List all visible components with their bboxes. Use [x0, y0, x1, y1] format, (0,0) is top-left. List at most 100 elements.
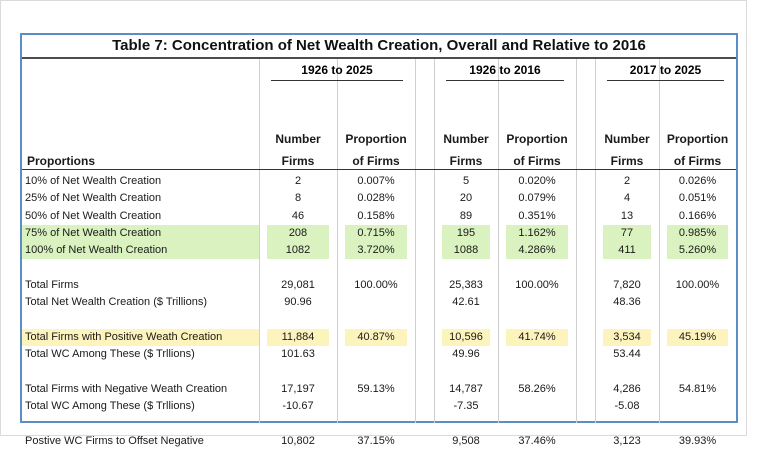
column-divider — [576, 59, 577, 423]
table-cell: 0.028% — [357, 192, 395, 205]
cell-highlight — [345, 242, 407, 260]
header-of-firms: of Firms — [352, 154, 400, 168]
table-cell: 8 — [294, 192, 302, 205]
table-cell: 2 — [623, 175, 631, 187]
table-cell: 1082 — [285, 244, 311, 257]
table-cell: 48.36 — [613, 296, 641, 309]
header-firms: Firms — [449, 154, 483, 168]
header-of-firms: of Firms — [513, 154, 561, 168]
table-cell: 4.286% — [518, 244, 556, 257]
row-label: 75% of Net Wealth Creation — [25, 226, 162, 239]
wealth-table: Table 7: Concentration of Net Wealth Cre… — [20, 33, 738, 447]
row-highlight — [22, 328, 259, 346]
table-cell: 11,884 — [281, 330, 315, 343]
table-cell: 17,197 — [281, 382, 315, 395]
cell-highlight — [267, 328, 329, 346]
table-cell: 14,787 — [449, 382, 483, 395]
table-cell: 3,534 — [613, 330, 641, 343]
table-cell: -10.67 — [282, 399, 314, 412]
table-cell: 2 — [294, 175, 302, 187]
header-proportion: Proportion — [345, 132, 407, 146]
header-firms: Firms — [610, 154, 644, 168]
cell-highlight — [667, 224, 728, 242]
cell-highlight — [267, 242, 329, 260]
table-cell: 37.46% — [518, 434, 556, 447]
row-label: 50% of Net Wealth Creation — [25, 209, 162, 222]
table-cell: 58.26% — [518, 382, 556, 395]
column-divider — [498, 59, 499, 423]
cell-highlight — [345, 224, 407, 242]
table-cell: 7,820 — [613, 278, 641, 291]
period-underline — [271, 80, 403, 81]
cell-highlight — [442, 224, 490, 242]
column-divider — [415, 59, 416, 423]
row-label: 25% of Net Wealth Creation — [25, 192, 162, 205]
table-title: Table 7: Concentration of Net Wealth Cre… — [22, 35, 736, 59]
row-label: Postive WC Firms to Offset Negative — [25, 434, 204, 447]
table-cell: 100.00% — [515, 278, 559, 291]
table-cell: 9,508 — [452, 434, 480, 447]
table-cell: 89 — [459, 209, 473, 222]
table-cell: 5 — [462, 175, 470, 187]
table-cell: 0.020% — [518, 175, 556, 187]
table-cell: 1.162% — [518, 226, 556, 239]
column-divider — [659, 59, 660, 423]
table-cell: 4 — [623, 192, 631, 205]
table-cell: 0.985% — [678, 226, 717, 239]
table-grid: 1926 to 2025 1926 to 2016 2017 to 2025 Numb… — [22, 59, 736, 447]
cell-highlight — [603, 224, 651, 242]
table-cell: 46 — [291, 209, 305, 222]
period-header: 2017 to 2025 — [629, 63, 702, 77]
column-divider — [595, 59, 596, 423]
header-number: Number — [443, 132, 489, 146]
column-divider — [337, 59, 338, 423]
period-header: 1926 to 2025 — [301, 63, 373, 77]
table-cell: 5.260% — [678, 244, 717, 257]
row-label: Total Firms with Negative Weath Creation — [25, 382, 228, 395]
table-cell: 41.74% — [518, 330, 556, 343]
cell-highlight — [603, 242, 651, 260]
table-cell: 0.007% — [357, 175, 395, 187]
table-cell: 1088 — [453, 244, 479, 257]
table-cell: 0.079% — [518, 192, 556, 205]
table-cell: 29,081 — [281, 278, 315, 291]
table-cell: 77 — [620, 226, 634, 239]
period-underline — [607, 80, 724, 81]
cell-highlight — [506, 328, 568, 346]
header-underline — [22, 169, 736, 170]
header-of-firms: of Firms — [673, 154, 722, 168]
table-cell: 3.720% — [357, 244, 395, 257]
header-number: Number — [604, 132, 650, 146]
period-header: 1926 to 2016 — [469, 63, 541, 77]
table-cell: 37.15% — [357, 434, 395, 447]
table-cell: 54.81% — [678, 382, 717, 395]
cell-highlight — [667, 242, 728, 260]
column-divider — [259, 59, 260, 423]
cell-highlight — [506, 224, 568, 242]
row-label: Total WC Among These ($ Trllions) — [25, 399, 195, 412]
table-cell: 0.051% — [678, 192, 717, 205]
table-cell: 208 — [288, 226, 308, 239]
row-label: 100% of Net Wealth Creation — [25, 244, 168, 257]
cell-highlight — [442, 242, 490, 260]
header-proportions: Proportions — [27, 154, 95, 168]
row-label: Total Net Wealth Creation ($ Trillions) — [25, 296, 207, 309]
table-cell: 53.44 — [613, 348, 641, 360]
table-cell: 49.96 — [452, 348, 480, 360]
table-cell: 39.93% — [678, 434, 717, 447]
table-cell: 45.19% — [678, 330, 717, 343]
table-cell: 25,383 — [449, 278, 483, 291]
table-cell: 3,123 — [613, 434, 641, 447]
table-cell: 0.715% — [357, 226, 395, 239]
header-proportion: Proportion — [666, 132, 729, 146]
table-cell: 20 — [459, 192, 473, 205]
table-cell: 4,286 — [613, 382, 641, 395]
table-cell: 100.00% — [354, 278, 398, 291]
row-label: 10% of Net Wealth Creation — [25, 175, 162, 187]
row-label: Total WC Among These ($ Trllions) — [25, 348, 195, 360]
table-cell: 13 — [620, 209, 634, 222]
table-cell: -7.35 — [453, 399, 479, 412]
cell-highlight — [345, 328, 407, 346]
row-label: Total Firms — [25, 278, 79, 291]
cell-highlight — [667, 328, 728, 346]
